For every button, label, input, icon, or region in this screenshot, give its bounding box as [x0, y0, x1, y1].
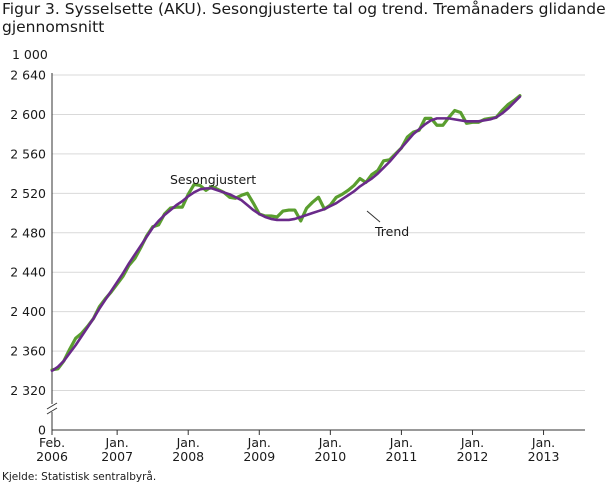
chart-title: Figur 3. Sysselsette (AKU). Sesongjuster… — [2, 0, 606, 36]
x-tick-label: Jan. 2010 — [314, 435, 346, 464]
y-axis: 1 000 0 2 320 2 360 2 400 2 440 2 480 2 520 2 56… — [10, 47, 58, 438]
x-tick-label: Jan. 2013 — [528, 435, 560, 464]
x-axis: Feb. 2006 Jan. 2007 Jan. 2008 Jan. 2009 Jan. 2010… — [36, 429, 585, 464]
source-note: Kjelde: Statistisk sentralbyrå. — [2, 471, 157, 483]
gridlines — [52, 74, 585, 391]
y-tick-label: 2 520 — [10, 186, 46, 201]
y-tick-label: 2 480 — [10, 225, 46, 240]
series-lines — [50, 94, 522, 373]
annotation-leader-trend — [366, 210, 381, 223]
annotations: Sesongjustert Trend — [170, 172, 409, 239]
y-tick-label: 2 600 — [10, 107, 46, 122]
y-tick-label: 2 360 — [10, 344, 46, 359]
y-tick-label: 2 560 — [10, 146, 46, 161]
x-tick-label: Jan. 2011 — [386, 435, 418, 464]
x-tick-label: Jan. 2009 — [243, 435, 275, 464]
x-tick-label: Jan. 2008 — [172, 435, 204, 464]
annotation-trend: Trend — [374, 224, 409, 239]
x-tick-label: Jan. 2007 — [101, 435, 133, 464]
axis-break-mark — [46, 402, 58, 415]
y-unit-label: 1 000 — [12, 47, 48, 62]
x-tick-label: Jan. 2012 — [457, 435, 489, 464]
y-tick-label: 2 320 — [10, 383, 46, 398]
x-tick-label: Feb. 2006 — [36, 435, 68, 464]
y-tick-label: 2 640 — [10, 68, 46, 83]
y-tick-label: 2 400 — [10, 304, 46, 319]
series-line-trend — [50, 95, 522, 373]
y-tick-label: 0 — [38, 423, 46, 438]
y-tick-label: 2 440 — [10, 265, 46, 280]
annotation-sesongjustert: Sesongjustert — [170, 172, 256, 187]
